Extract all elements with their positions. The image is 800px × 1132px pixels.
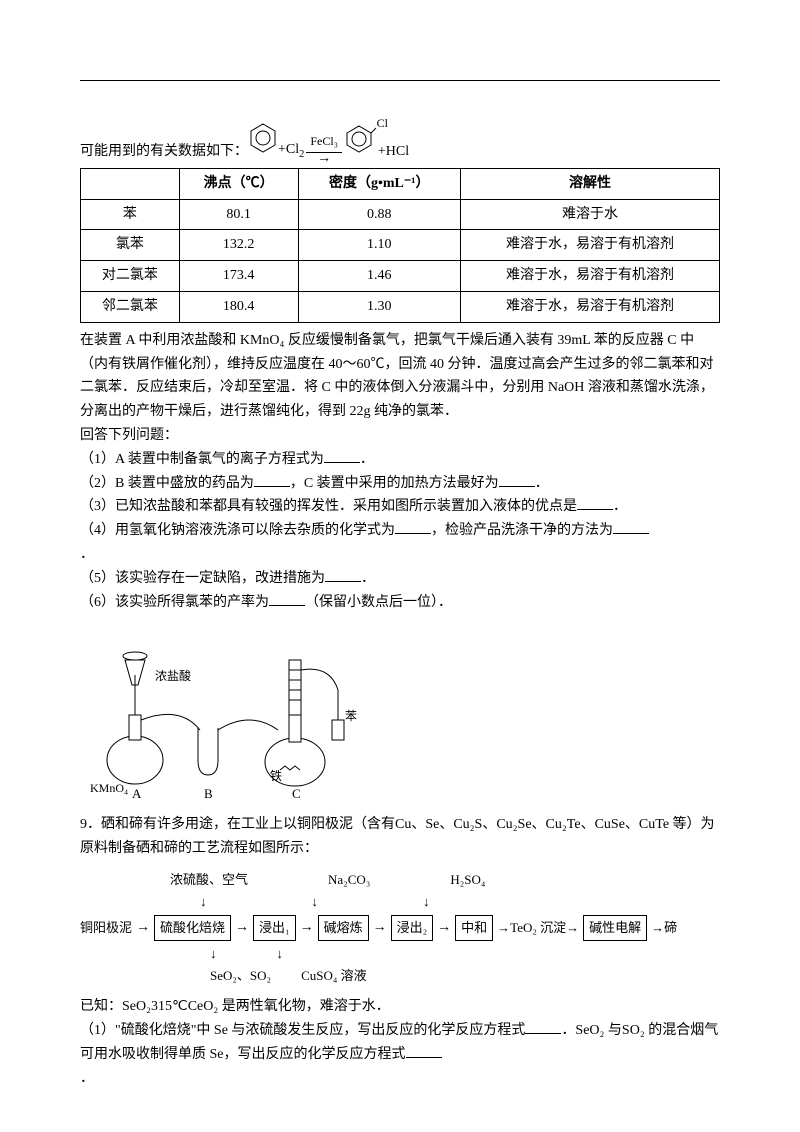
col-bp: 沸点（℃） [179,168,298,199]
table-cell: 难溶于水，易溶于有机溶剂 [460,261,719,292]
table-cell: 难溶于水，易溶于有机溶剂 [460,291,719,322]
table-row: 对二氯苯173.41.46难溶于水，易溶于有机溶剂 [81,261,720,292]
properties-table: 沸点（℃） 密度（g•mL⁻¹） 溶解性 苯80.10.88难溶于水氯苯132.… [80,168,720,323]
flow-start: 铜阳极泥 [80,917,132,939]
equation-line: 可能用到的有关数据如下： +Cl2 FeCl₃ → Cl +HCl [80,121,720,164]
flow-bottom-labels: SeO₂、SO₂ CuSO₄ 溶液 [210,965,720,987]
flow-main-row: 铜阳极泥 → 硫酸化焙烧 → 浸出₁ → 碱熔炼 → 浸出₂ → 中和 →TeO… [80,915,720,941]
table-cell: 邻二氯苯 [81,291,180,322]
known-line: 已知：SeO₂315℃CeO₂ 是两性氧化物，难溶于水． [80,995,720,1019]
q3: （3）已知浓盐酸和苯都具有较强的挥发性．采用如图所示装置加入液体的优点是． [80,495,720,519]
table-row: 氯苯132.21.10难溶于水，易溶于有机溶剂 [81,230,720,261]
table-cell: 173.4 [179,261,298,292]
sub-q1: （1）"硫酸化焙烧"中 Se 与浓硫酸发生反应，写出反应的化学反应方程式．SeO… [80,1019,720,1067]
table-cell: 苯 [81,199,180,230]
col-sol: 溶解性 [460,168,719,199]
table-row: 邻二氯苯180.41.30难溶于水，易溶于有机溶剂 [81,291,720,322]
flow-box-4: 浸出₂ [391,915,434,941]
sub-q1-end: ． [80,1067,720,1091]
flow-box-3: 碱熔炼 [318,915,369,941]
label-A: A [132,786,142,800]
label-hcl: 浓盐酸 [155,668,191,683]
top-rule [80,80,720,81]
flow-top-labels: 浓硫酸、空气 Na₂CO₃ H₂SO₄ [170,869,720,891]
procedure-para: 在装置 A 中利用浓盐酸和 KMnO₄ 反应缓慢制备氯气，把氯气干燥后通入装有 … [80,329,720,424]
table-cell: 1.10 [298,230,460,261]
intro-text: 可能用到的有关数据如下： [80,140,248,164]
flow-box-6: 碱性电解 [583,915,647,941]
flow-box-1: 硫酸化焙烧 [154,915,231,941]
apparatus-svg: 浓盐酸 KMnO₄ 苯 铁 A B C [80,620,380,800]
label-B: B [204,786,213,800]
table-row: 苯80.10.88难溶于水 [81,199,720,230]
q4: （4）用氢氧化钠溶液洗涤可以除去杂质的化学式为，检验产品洗涤干净的方法为 [80,519,720,543]
label-benzene: 苯 [345,709,357,723]
table-cell: 氯苯 [81,230,180,261]
p9-lead: 9．硒和碲有许多用途，在工业上以铜阳极泥（含有Cu、Se、Cu₂S、Cu₂Se、… [80,813,720,861]
benzene-icon [248,121,278,164]
chlorobenzene-icon: Cl [344,121,378,164]
table-cell: 0.88 [298,199,460,230]
col-density: 密度（g•mL⁻¹） [298,168,460,199]
label-kmno4: KMnO₄ [90,781,128,795]
answer-lead: 回答下列问题： [80,424,720,448]
flow-box-2: 浸出₁ [253,915,296,941]
q5: （5）该实验存在一定缺陷，改进措施为． [80,567,720,591]
table-cell: 难溶于水，易溶于有机溶剂 [460,230,719,261]
table-cell: 80.1 [179,199,298,230]
q2: （2）B 装置中盛放的药品为，C 装置中采用的加热方法最好为． [80,472,720,496]
q1: （1）A 装置中制备氯气的离子方程式为． [80,448,720,472]
table-cell: 1.46 [298,261,460,292]
flow-box-5: 中和 [455,915,493,941]
q4-end: ． [80,543,720,567]
table-cell: 1.30 [298,291,460,322]
q6: （6）该实验所得氯苯的产率为（保留小数点后一位）． [80,591,720,615]
apparatus-figure: 浓盐酸 KMnO₄ 苯 铁 A B C [80,620,720,809]
flow-chart: 浓硫酸、空气 Na₂CO₃ H₂SO₄ ↓↓↓ 铜阳极泥 → 硫酸化焙烧 → 浸… [80,869,720,987]
flow-down-arrows: ↓↓↓ [200,891,720,913]
table-cell: 难溶于水 [460,199,719,230]
flow-end: →碲 [651,917,677,939]
cl-label: Cl [377,113,388,133]
label-C: C [292,786,301,800]
table-header-row: 沸点（℃） 密度（g•mL⁻¹） 溶解性 [81,168,720,199]
flow-mid: →TeO₂ 沉淀→ [497,917,579,939]
col-name [81,168,180,199]
table-cell: 132.2 [179,230,298,261]
reaction-arrow: FeCl₃ → [306,131,342,164]
plus-hcl: +HCl [378,140,409,164]
table-cell: 对二氯苯 [81,261,180,292]
plus-cl2: +Cl2 [278,138,304,164]
table-cell: 180.4 [179,291,298,322]
flow-down-arrows2: ↓↓ [210,943,720,965]
label-fe: 铁 [270,769,282,783]
